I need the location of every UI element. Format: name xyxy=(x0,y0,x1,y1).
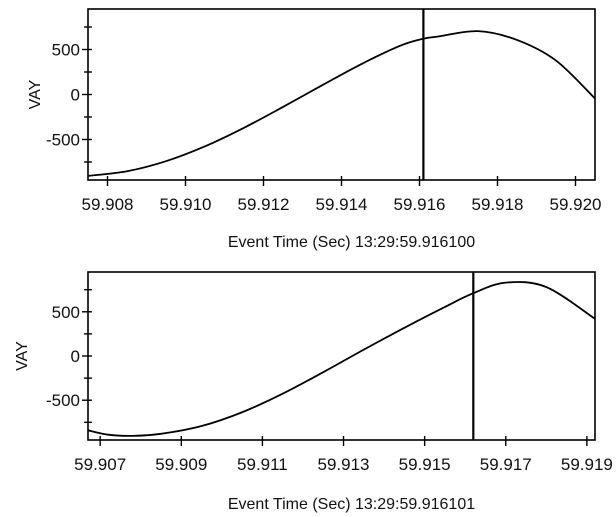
x-tick-label: 59.912 xyxy=(238,195,290,214)
x-tick-label: 59.919 xyxy=(561,455,613,474)
x-tick-label: 59.908 xyxy=(82,195,134,214)
y-tick-label: 0 xyxy=(71,86,80,105)
x-tick-label: 59.910 xyxy=(160,195,212,214)
chart-bottom: 500 0 -500 59.907 59.909 59.911 59.913 59.915 59… xyxy=(14,271,613,513)
x-axis-label: Event Time (Sec) 13:29:59.916100 xyxy=(228,234,475,251)
y-axis-label: VAY xyxy=(27,79,44,109)
y-tick-label: 500 xyxy=(52,41,80,60)
plot-frame xyxy=(87,8,596,181)
series-line xyxy=(88,281,595,437)
y-tick-label: -500 xyxy=(46,391,80,410)
series-line xyxy=(88,30,595,177)
chart-top: 500 0 -500 59.908 59.910 59.912 59.914 59.916 59… xyxy=(27,8,602,251)
x-tick-label: 59.913 xyxy=(318,455,370,474)
y-axis-label: VAY xyxy=(14,341,31,371)
x-tick-label: 59.916 xyxy=(394,195,446,214)
x-tick-label: 59.917 xyxy=(480,455,532,474)
x-tick-label: 59.918 xyxy=(472,195,524,214)
y-tick-label: -500 xyxy=(46,131,80,150)
x-tick-label: 59.920 xyxy=(550,195,602,214)
x-tick-label: 59.907 xyxy=(74,455,126,474)
y-tick-label: 500 xyxy=(52,303,80,322)
x-tick-label: 59.914 xyxy=(316,195,368,214)
plot-frame xyxy=(87,271,596,441)
x-tick-label: 59.911 xyxy=(237,455,288,474)
x-tick-label: 59.915 xyxy=(399,455,451,474)
y-tick-label: 0 xyxy=(71,347,80,366)
x-axis-label: Event Time (Sec) 13:29:59.916101 xyxy=(228,496,475,513)
x-tick-label: 59.909 xyxy=(155,455,207,474)
